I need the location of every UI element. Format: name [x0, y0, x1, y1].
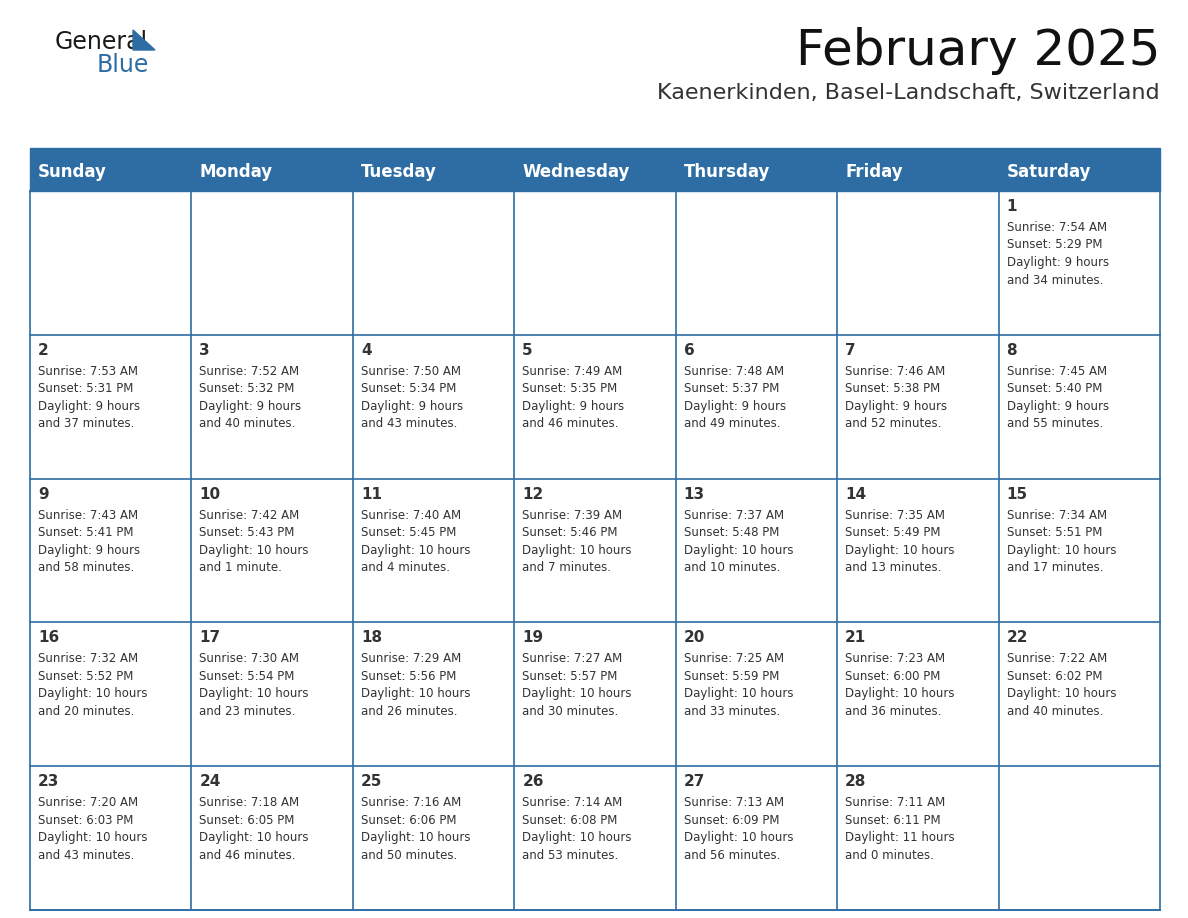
- Polygon shape: [133, 30, 154, 50]
- Text: Monday: Monday: [200, 163, 272, 181]
- Text: 25: 25: [361, 774, 383, 789]
- Text: Sunrise: 7:16 AM
Sunset: 6:06 PM
Daylight: 10 hours
and 50 minutes.: Sunrise: 7:16 AM Sunset: 6:06 PM Dayligh…: [361, 796, 470, 862]
- Text: Kaenerkinden, Basel-Landschaft, Switzerland: Kaenerkinden, Basel-Landschaft, Switzerl…: [657, 83, 1159, 103]
- Text: Wednesday: Wednesday: [523, 163, 630, 181]
- Text: 5: 5: [523, 342, 533, 358]
- Text: 6: 6: [684, 342, 695, 358]
- Text: Blue: Blue: [97, 53, 150, 77]
- Text: Sunrise: 7:34 AM
Sunset: 5:51 PM
Daylight: 10 hours
and 17 minutes.: Sunrise: 7:34 AM Sunset: 5:51 PM Dayligh…: [1006, 509, 1116, 574]
- Text: 16: 16: [38, 631, 59, 645]
- Text: 3: 3: [200, 342, 210, 358]
- Text: 17: 17: [200, 631, 221, 645]
- Text: 8: 8: [1006, 342, 1017, 358]
- Text: Saturday: Saturday: [1006, 163, 1091, 181]
- Text: Sunrise: 7:32 AM
Sunset: 5:52 PM
Daylight: 10 hours
and 20 minutes.: Sunrise: 7:32 AM Sunset: 5:52 PM Dayligh…: [38, 653, 147, 718]
- Text: 19: 19: [523, 631, 543, 645]
- Text: 27: 27: [684, 774, 706, 789]
- Text: Sunrise: 7:42 AM
Sunset: 5:43 PM
Daylight: 10 hours
and 1 minute.: Sunrise: 7:42 AM Sunset: 5:43 PM Dayligh…: [200, 509, 309, 574]
- Text: Sunrise: 7:37 AM
Sunset: 5:48 PM
Daylight: 10 hours
and 10 minutes.: Sunrise: 7:37 AM Sunset: 5:48 PM Dayligh…: [684, 509, 794, 574]
- Text: 7: 7: [845, 342, 855, 358]
- Text: Sunrise: 7:52 AM
Sunset: 5:32 PM
Daylight: 9 hours
and 40 minutes.: Sunrise: 7:52 AM Sunset: 5:32 PM Dayligh…: [200, 364, 302, 431]
- Text: Sunrise: 7:14 AM
Sunset: 6:08 PM
Daylight: 10 hours
and 53 minutes.: Sunrise: 7:14 AM Sunset: 6:08 PM Dayligh…: [523, 796, 632, 862]
- Text: Tuesday: Tuesday: [361, 163, 437, 181]
- Text: 23: 23: [38, 774, 59, 789]
- Text: Sunrise: 7:46 AM
Sunset: 5:38 PM
Daylight: 9 hours
and 52 minutes.: Sunrise: 7:46 AM Sunset: 5:38 PM Dayligh…: [845, 364, 947, 431]
- Text: 22: 22: [1006, 631, 1028, 645]
- Text: 26: 26: [523, 774, 544, 789]
- Text: 21: 21: [845, 631, 866, 645]
- Text: 13: 13: [684, 487, 704, 501]
- Text: 4: 4: [361, 342, 372, 358]
- Text: Sunrise: 7:53 AM
Sunset: 5:31 PM
Daylight: 9 hours
and 37 minutes.: Sunrise: 7:53 AM Sunset: 5:31 PM Dayligh…: [38, 364, 140, 431]
- Text: 14: 14: [845, 487, 866, 501]
- Text: 9: 9: [38, 487, 49, 501]
- Text: Sunrise: 7:49 AM
Sunset: 5:35 PM
Daylight: 9 hours
and 46 minutes.: Sunrise: 7:49 AM Sunset: 5:35 PM Dayligh…: [523, 364, 625, 431]
- Text: 24: 24: [200, 774, 221, 789]
- Text: Sunrise: 7:45 AM
Sunset: 5:40 PM
Daylight: 9 hours
and 55 minutes.: Sunrise: 7:45 AM Sunset: 5:40 PM Dayligh…: [1006, 364, 1108, 431]
- Text: Sunrise: 7:39 AM
Sunset: 5:46 PM
Daylight: 10 hours
and 7 minutes.: Sunrise: 7:39 AM Sunset: 5:46 PM Dayligh…: [523, 509, 632, 574]
- Text: Sunrise: 7:13 AM
Sunset: 6:09 PM
Daylight: 10 hours
and 56 minutes.: Sunrise: 7:13 AM Sunset: 6:09 PM Dayligh…: [684, 796, 794, 862]
- Text: Sunrise: 7:22 AM
Sunset: 6:02 PM
Daylight: 10 hours
and 40 minutes.: Sunrise: 7:22 AM Sunset: 6:02 PM Dayligh…: [1006, 653, 1116, 718]
- Text: 12: 12: [523, 487, 544, 501]
- Text: February 2025: February 2025: [796, 27, 1159, 75]
- Text: Sunrise: 7:29 AM
Sunset: 5:56 PM
Daylight: 10 hours
and 26 minutes.: Sunrise: 7:29 AM Sunset: 5:56 PM Dayligh…: [361, 653, 470, 718]
- Text: Sunrise: 7:11 AM
Sunset: 6:11 PM
Daylight: 11 hours
and 0 minutes.: Sunrise: 7:11 AM Sunset: 6:11 PM Dayligh…: [845, 796, 955, 862]
- Text: General: General: [55, 30, 148, 54]
- Text: Sunrise: 7:48 AM
Sunset: 5:37 PM
Daylight: 9 hours
and 49 minutes.: Sunrise: 7:48 AM Sunset: 5:37 PM Dayligh…: [684, 364, 785, 431]
- Text: Sunrise: 7:30 AM
Sunset: 5:54 PM
Daylight: 10 hours
and 23 minutes.: Sunrise: 7:30 AM Sunset: 5:54 PM Dayligh…: [200, 653, 309, 718]
- Text: 18: 18: [361, 631, 383, 645]
- Text: 15: 15: [1006, 487, 1028, 501]
- Text: Sunrise: 7:43 AM
Sunset: 5:41 PM
Daylight: 9 hours
and 58 minutes.: Sunrise: 7:43 AM Sunset: 5:41 PM Dayligh…: [38, 509, 140, 574]
- Bar: [30, 148, 1159, 153]
- Text: Sunrise: 7:50 AM
Sunset: 5:34 PM
Daylight: 9 hours
and 43 minutes.: Sunrise: 7:50 AM Sunset: 5:34 PM Dayligh…: [361, 364, 463, 431]
- Text: Sunday: Sunday: [38, 163, 107, 181]
- Text: Sunrise: 7:35 AM
Sunset: 5:49 PM
Daylight: 10 hours
and 13 minutes.: Sunrise: 7:35 AM Sunset: 5:49 PM Dayligh…: [845, 509, 955, 574]
- Text: 28: 28: [845, 774, 866, 789]
- Text: Sunrise: 7:54 AM
Sunset: 5:29 PM
Daylight: 9 hours
and 34 minutes.: Sunrise: 7:54 AM Sunset: 5:29 PM Dayligh…: [1006, 221, 1108, 286]
- Text: 20: 20: [684, 631, 706, 645]
- Text: Sunrise: 7:20 AM
Sunset: 6:03 PM
Daylight: 10 hours
and 43 minutes.: Sunrise: 7:20 AM Sunset: 6:03 PM Dayligh…: [38, 796, 147, 862]
- Text: Sunrise: 7:23 AM
Sunset: 6:00 PM
Daylight: 10 hours
and 36 minutes.: Sunrise: 7:23 AM Sunset: 6:00 PM Dayligh…: [845, 653, 955, 718]
- Text: 11: 11: [361, 487, 381, 501]
- Bar: [30, 191, 1159, 910]
- Text: Friday: Friday: [845, 163, 903, 181]
- Text: Sunrise: 7:25 AM
Sunset: 5:59 PM
Daylight: 10 hours
and 33 minutes.: Sunrise: 7:25 AM Sunset: 5:59 PM Dayligh…: [684, 653, 794, 718]
- Text: 10: 10: [200, 487, 221, 501]
- Text: 2: 2: [38, 342, 49, 358]
- Text: Sunrise: 7:27 AM
Sunset: 5:57 PM
Daylight: 10 hours
and 30 minutes.: Sunrise: 7:27 AM Sunset: 5:57 PM Dayligh…: [523, 653, 632, 718]
- Bar: [30, 153, 1159, 191]
- Text: Sunrise: 7:40 AM
Sunset: 5:45 PM
Daylight: 10 hours
and 4 minutes.: Sunrise: 7:40 AM Sunset: 5:45 PM Dayligh…: [361, 509, 470, 574]
- Text: 1: 1: [1006, 199, 1017, 214]
- Text: Thursday: Thursday: [684, 163, 770, 181]
- Text: Sunrise: 7:18 AM
Sunset: 6:05 PM
Daylight: 10 hours
and 46 minutes.: Sunrise: 7:18 AM Sunset: 6:05 PM Dayligh…: [200, 796, 309, 862]
